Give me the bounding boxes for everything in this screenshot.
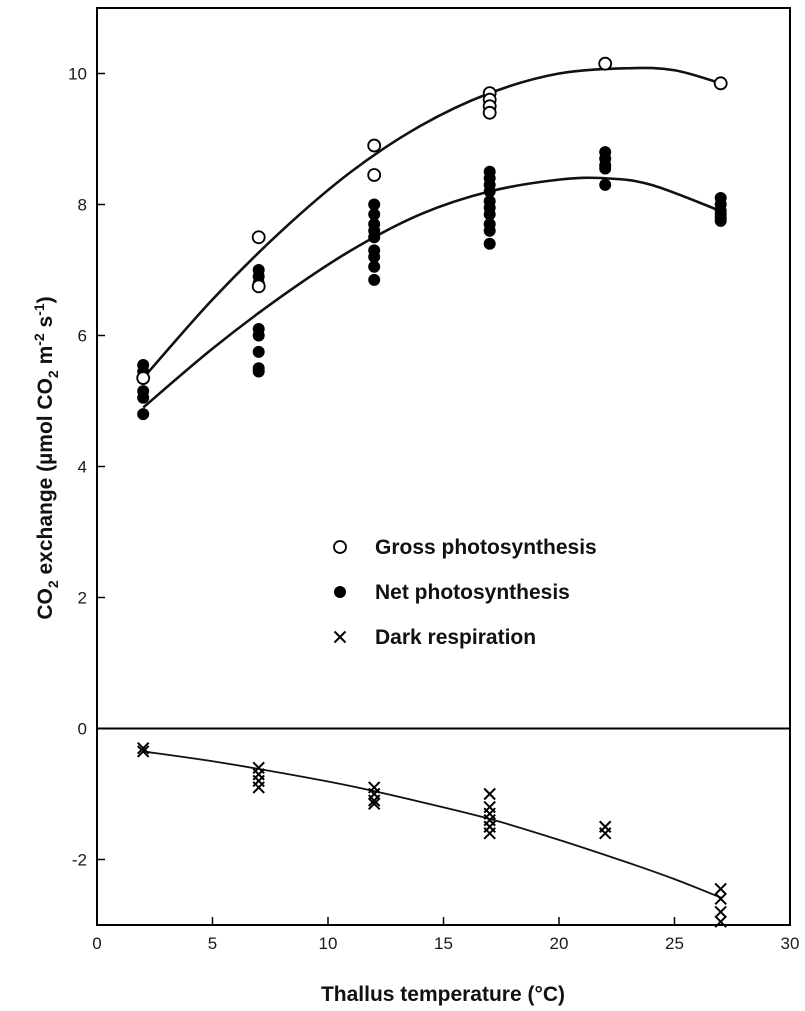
- y-tick-label: 4: [78, 458, 87, 477]
- gross-photosynthesis-point: [713, 76, 728, 91]
- gross-photosynthesis-legend-marker: [333, 540, 347, 554]
- x-tick-label: 20: [550, 934, 569, 953]
- cross-stroke: [714, 915, 727, 928]
- dark-respiration-point: [136, 745, 150, 758]
- y-tick-label: 2: [78, 589, 87, 608]
- cross-stroke: [333, 630, 347, 644]
- net-photosynthesis-fit-curve: [142, 176, 722, 409]
- dark-respiration-fit-curve: [143, 750, 722, 899]
- y-axis-title-part: CO: [34, 588, 57, 620]
- gross-photosynthesis-point: [136, 371, 151, 385]
- gross-photosynthesis-legend-label: Gross photosynthesis: [375, 536, 597, 559]
- net-photosynthesis-point: [483, 224, 496, 237]
- dark-respiration-legend-label: Dark respiration: [375, 626, 536, 649]
- cross-stroke: [483, 787, 496, 801]
- x-tick-label: 15: [434, 934, 453, 953]
- cross-stroke: [714, 905, 727, 919]
- x-axis-title: Thallus temperature (°C): [321, 983, 565, 1006]
- net-photosynthesis-point: [483, 185, 496, 198]
- dark-respiration-point: [136, 741, 150, 755]
- dark-respiration-legend-marker: [333, 630, 347, 644]
- net-photosynthesis-point: [599, 178, 612, 191]
- gross-photosynthesis-point: [598, 56, 613, 71]
- net-photosynthesis-legend-marker: [334, 586, 346, 598]
- dark-respiration-point: [483, 827, 496, 840]
- dark-respiration-point: [367, 794, 381, 807]
- y-tick-label: 6: [78, 327, 87, 346]
- net-photosynthesis-point: [137, 391, 150, 404]
- cross-stroke: [598, 827, 612, 840]
- legend: Gross photosynthesis Net photosynthesis Da…: [333, 536, 597, 649]
- y-axis-title-part: s: [34, 316, 57, 334]
- dark-respiration-point: [598, 827, 612, 840]
- gross-photosynthesis-point: [482, 105, 497, 120]
- net-photosynthesis-point: [252, 329, 265, 342]
- net-photosynthesis-legend-label: Net photosynthesis: [375, 581, 570, 604]
- net-photosynthesis-point: [714, 214, 727, 227]
- cross-stroke: [367, 794, 381, 807]
- net-photosynthesis-point: [483, 237, 496, 250]
- y-axis-title-sub: 2: [45, 370, 61, 378]
- plot-frame: [96, 7, 791, 926]
- cross-stroke: [714, 882, 727, 896]
- gross-photosynthesis-point: [367, 138, 382, 153]
- net-photosynthesis-point: [368, 231, 381, 244]
- net-photosynthesis-point: [483, 208, 496, 221]
- cross-stroke: [136, 745, 150, 758]
- cross-stroke: [483, 827, 496, 840]
- net-photosynthesis-point: [368, 260, 381, 273]
- x-tick-label: 30: [781, 934, 800, 953]
- cross-stroke: [714, 892, 727, 906]
- gross-photosynthesis-fit-curve: [142, 66, 722, 379]
- dark-respiration-point: [714, 915, 727, 928]
- x-tick-label: 10: [319, 934, 338, 953]
- fit-curves: [142, 66, 722, 899]
- net-photosynthesis-point: [252, 345, 265, 358]
- gross-photosynthesis-point: [251, 230, 266, 245]
- axis-ticks: 0 5 10 15 20 25 30 -2 0 2 4 6 8 10: [68, 65, 799, 954]
- x-tick-label: 0: [92, 934, 101, 953]
- gross-photosynthesis-point: [251, 279, 266, 294]
- dark-respiration-point: [252, 781, 265, 794]
- y-axis-title-sup: -1: [31, 303, 47, 316]
- net-photosynthesis-point: [368, 273, 381, 286]
- y-axis-title-part: m: [34, 346, 57, 371]
- y-axis-title: CO2 exchange (µmol CO2 m-2 s-1): [31, 296, 61, 619]
- cross-stroke: [136, 741, 150, 755]
- dark-respiration-point: [714, 905, 727, 919]
- y-tick-label: 8: [78, 196, 87, 215]
- net-photosynthesis-point: [368, 198, 381, 211]
- net-photosynthesis-point: [368, 208, 381, 221]
- cross-stroke: [367, 797, 381, 811]
- y-tick-label: 0: [78, 720, 87, 739]
- net-photosynthesis-point: [137, 408, 150, 421]
- x-tick-label: 5: [208, 934, 217, 953]
- y-tick-label: -2: [72, 851, 87, 870]
- dark-respiration-point: [483, 787, 496, 801]
- y-axis-title-part: exchange (µmol CO: [34, 378, 57, 580]
- net-photosynthesis-point: [599, 162, 612, 175]
- y-axis-title-sub: 2: [45, 580, 61, 588]
- y-axis-title-part: ): [34, 296, 57, 303]
- dark-respiration-point: [367, 797, 381, 811]
- cross-stroke: [252, 781, 265, 794]
- net-photosynthesis-point: [368, 250, 381, 263]
- net-photosynthesis-point: [252, 365, 265, 378]
- dark-respiration-point: [714, 892, 727, 906]
- dark-respiration-point: [714, 882, 727, 896]
- gross-photosynthesis-point: [367, 168, 382, 182]
- data-points: [136, 56, 728, 928]
- y-tick-label: 10: [68, 65, 87, 84]
- x-tick-label: 25: [665, 934, 684, 953]
- y-axis-title-sup: -2: [31, 333, 47, 346]
